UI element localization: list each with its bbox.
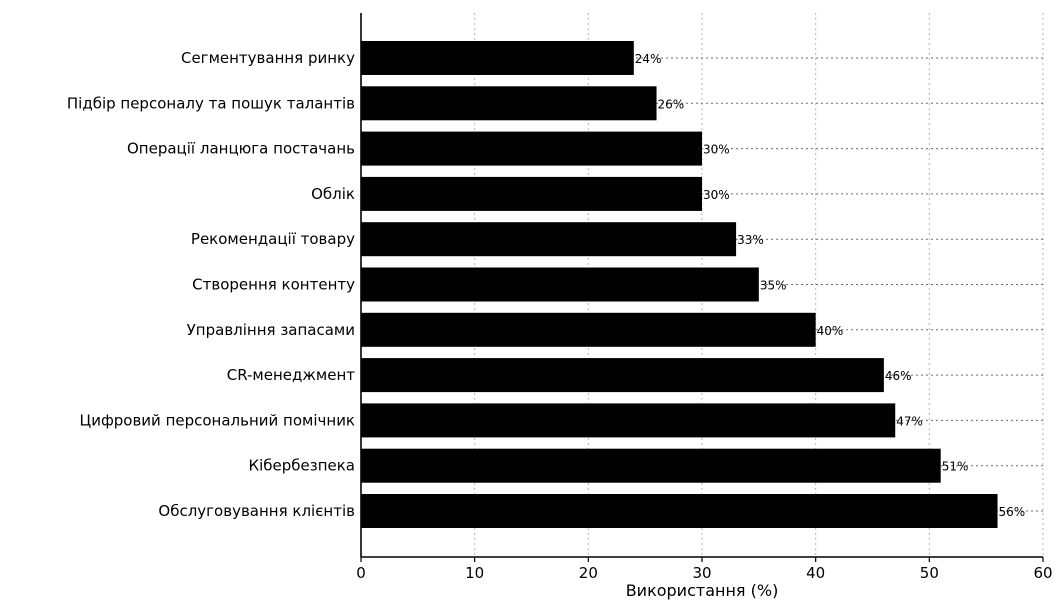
x-tick-label: 10 bbox=[465, 564, 484, 582]
category-label: Цифровий персональний помічник bbox=[80, 411, 355, 429]
bar bbox=[361, 176, 702, 211]
x-axis-title: Використання (%) bbox=[626, 581, 779, 600]
data-label: 24% bbox=[635, 52, 662, 66]
data-label: 46% bbox=[885, 369, 912, 383]
bar bbox=[361, 448, 941, 483]
labels: Сегментування ринку 24% Підбір персоналу т… bbox=[67, 49, 1025, 520]
data-label: 56% bbox=[999, 505, 1026, 519]
bar bbox=[361, 494, 998, 528]
data-label: 33% bbox=[737, 233, 764, 247]
data-label: 30% bbox=[703, 188, 730, 202]
category-label: Кібербезпека bbox=[248, 457, 355, 475]
category-label: Рекомендації товару bbox=[191, 230, 355, 248]
bar bbox=[361, 86, 657, 121]
data-label: 26% bbox=[658, 97, 685, 111]
category-label: Обслуговування клієнтів bbox=[158, 502, 355, 520]
bar bbox=[361, 358, 884, 393]
category-label: CR-менеджмент bbox=[227, 366, 356, 384]
x-tick-label: 40 bbox=[806, 564, 825, 582]
x-tick-label: 0 bbox=[356, 564, 366, 582]
bar bbox=[361, 267, 759, 302]
bar bbox=[361, 131, 702, 166]
x-tick-label: 30 bbox=[692, 564, 711, 582]
category-label: Операції ланцюга постачань bbox=[127, 140, 355, 158]
data-label: 35% bbox=[760, 279, 787, 293]
x-tick-label: 50 bbox=[920, 564, 939, 582]
bar bbox=[361, 312, 816, 347]
x-tick-label: 60 bbox=[1033, 564, 1052, 582]
category-label: Управління запасами bbox=[187, 321, 355, 339]
x-tick-label: 20 bbox=[579, 564, 598, 582]
data-label: 47% bbox=[896, 414, 923, 428]
category-label: Створення контенту bbox=[192, 276, 355, 294]
category-label: Сегментування ринку bbox=[181, 49, 355, 67]
bar bbox=[361, 403, 896, 438]
data-label: 30% bbox=[703, 143, 730, 157]
axes: 0 10 20 30 40 50 60 bbox=[356, 13, 1053, 582]
bars bbox=[361, 41, 998, 528]
category-label: Підбір персоналу та пошук талантів bbox=[67, 94, 355, 112]
bar bbox=[361, 41, 634, 75]
bar bbox=[361, 222, 737, 257]
data-label: 40% bbox=[817, 324, 844, 338]
data-label: 51% bbox=[942, 460, 969, 474]
category-label: Облік bbox=[311, 185, 355, 203]
